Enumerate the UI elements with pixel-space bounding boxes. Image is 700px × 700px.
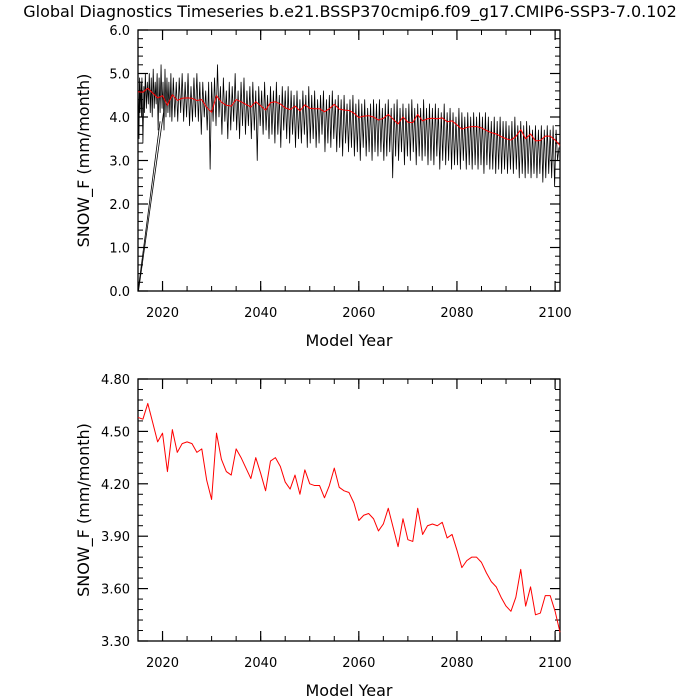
x-tick-label: 2040 [244, 656, 277, 671]
y-tick-label: 4.80 [101, 373, 130, 388]
y-tick-label: 0.0 [109, 285, 130, 300]
monthly-line [138, 112, 164, 292]
y-tick-label: 4.0 [109, 111, 130, 126]
monthly-line [137, 121, 161, 292]
plot-top: 2020 2040 2060 2080 2100 0.0 1.0 2.0 3.0 4.0 5.0 6.… [74, 24, 572, 350]
y-tick-label: 3.90 [101, 530, 130, 545]
page-title: Global Diagnostics Timeseries b.e21.BSSP… [23, 2, 677, 22]
y-tick-label: 3.0 [109, 155, 130, 170]
y-tick-label: 3.30 [101, 635, 130, 650]
y-axis-title: SNOW_F (mm/month) [74, 74, 94, 248]
y-tick-label: 1.0 [109, 242, 130, 257]
x-tick-label: 2100 [539, 656, 572, 671]
x-tick-label: 2060 [342, 306, 375, 321]
annual-mean-line [137, 87, 561, 146]
x-axis-title: Model Year [306, 331, 393, 350]
y-tick-label: 5.0 [109, 68, 130, 83]
x-tick-label: 2020 [146, 306, 179, 321]
y-tick-label: 2.0 [109, 198, 130, 213]
y-tick-label: 4.50 [101, 425, 130, 440]
y-tick-label: 4.20 [101, 478, 130, 493]
monthly-line [137, 64, 560, 187]
annual-mean-line [137, 402, 561, 633]
x-tick-label: 2080 [440, 306, 473, 321]
x-tick-label: 2080 [440, 656, 473, 671]
y-tick-label: 3.60 [101, 583, 130, 598]
plot-bottom: 2020 2040 2060 2080 2100 3.30 3.60 3.90 4.20 4.50… [74, 373, 572, 700]
x-tick-label: 2060 [342, 656, 375, 671]
plot-frame [137, 378, 561, 642]
y-axis-title: SNOW_F (mm/month) [74, 423, 94, 597]
x-tick-label: 2040 [244, 306, 277, 321]
x-axis-title: Model Year [306, 681, 393, 700]
x-tick-label: 2100 [539, 306, 572, 321]
y-tick-label: 6.0 [109, 24, 130, 39]
x-tick-label: 2020 [146, 656, 179, 671]
